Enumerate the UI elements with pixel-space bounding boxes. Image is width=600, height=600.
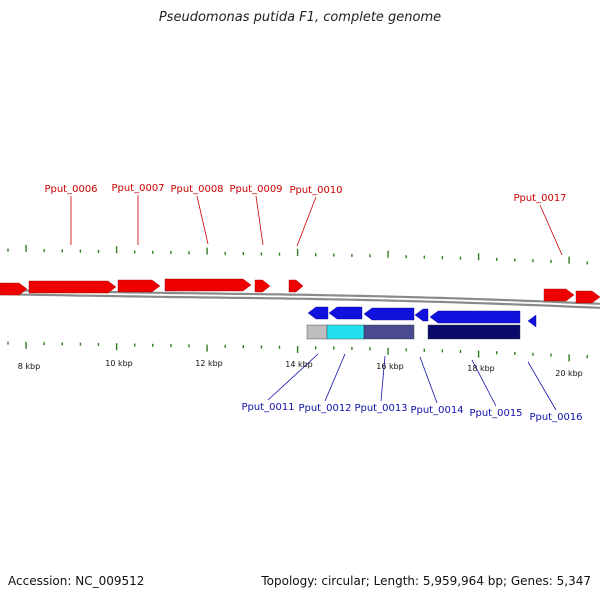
forward-gene — [117, 279, 161, 293]
forward-gene-label: Pput_0008 — [170, 184, 223, 195]
scale-label: 10 kbp — [105, 359, 133, 368]
reverse-gene — [414, 308, 429, 322]
feature-track — [306, 324, 521, 340]
reverse-gene — [429, 310, 521, 324]
forward-leader-line — [196, 195, 209, 245]
genome-stats-text: Topology: circular; Length: 5,959,964 bp… — [261, 574, 591, 588]
reverse-leader-line — [527, 361, 557, 411]
reverse-gene-label: Pput_0011 — [241, 402, 294, 413]
forward-gene-label: Pput_0006 — [44, 184, 97, 195]
forward-strand-genes — [0, 278, 600, 304]
reverse-leader-line — [267, 353, 319, 401]
reverse-leader-line — [419, 356, 438, 404]
forward-gene-label: Pput_0010 — [289, 185, 342, 196]
reverse-gene — [328, 306, 363, 320]
scale-label: 8 kbp — [18, 362, 40, 371]
scale-label: 16 kbp — [376, 362, 404, 371]
gene-labels: Pput_0006 Pput_0007 Pput_0008 Pput_0009 Pput… — [44, 183, 582, 423]
forward-gene — [28, 280, 117, 294]
forward-gene-label: Pput_0017 — [513, 193, 566, 204]
reverse-leader-line — [324, 353, 346, 402]
scale-labels: 8 kbp 10 kbp 12 kbp 14 kbp 16 kbp 18 kbp 20 kb… — [18, 359, 583, 378]
forward-gene — [0, 282, 28, 296]
ticks-top — [7, 244, 588, 265]
scale-label: 14 kbp — [285, 360, 313, 369]
forward-leader-line — [255, 195, 264, 246]
forward-leader-line — [296, 196, 317, 247]
reverse-leader-line — [471, 359, 497, 407]
forward-gene — [575, 290, 600, 304]
scale-label: 12 kbp — [195, 359, 223, 368]
reverse-gene-label: Pput_0015 — [469, 408, 522, 419]
feature-box — [306, 324, 328, 340]
reverse-leader-line — [380, 355, 386, 402]
reverse-gene — [363, 307, 415, 321]
backbone-line-inner — [0, 293, 600, 309]
forward-gene-label: Pput_0009 — [229, 184, 282, 195]
reverse-gene — [527, 314, 537, 328]
forward-gene — [288, 279, 304, 293]
accession-text: Accession: NC_009512 — [8, 574, 145, 588]
label-leader-lines — [70, 195, 563, 411]
forward-gene — [254, 279, 271, 293]
reverse-strand-genes — [307, 306, 537, 328]
forward-leader-line — [539, 204, 563, 256]
forward-gene — [543, 288, 575, 302]
forward-gene-label: Pput_0007 — [111, 183, 164, 194]
feature-box — [363, 324, 415, 340]
scale-label: 18 kbp — [467, 364, 495, 373]
feature-box — [427, 324, 521, 340]
scale-label: 20 kbp — [555, 369, 583, 378]
ticks-bottom — [7, 341, 588, 362]
reverse-gene-label: Pput_0014 — [410, 405, 463, 416]
reverse-gene-label: Pput_0013 — [354, 403, 407, 414]
feature-box — [326, 324, 365, 340]
reverse-gene-label: Pput_0016 — [529, 412, 582, 423]
map-title: Pseudomonas putida F1, complete genome — [158, 10, 442, 25]
reverse-gene — [307, 306, 329, 320]
forward-gene — [164, 278, 252, 292]
reverse-gene-label: Pput_0012 — [298, 403, 351, 414]
